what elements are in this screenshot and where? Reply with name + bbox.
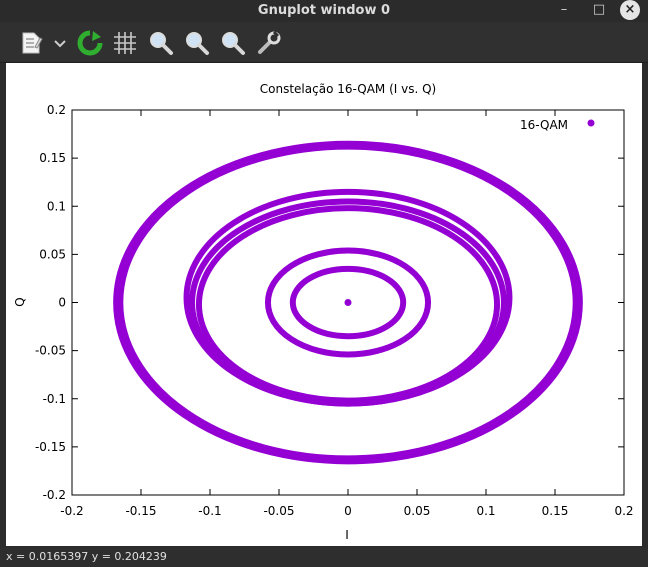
toolbar xyxy=(0,22,648,63)
autoscale-zoom-icon[interactable] xyxy=(220,30,246,56)
y-tick-label: -0.15 xyxy=(35,440,66,454)
constellation-ring xyxy=(117,143,579,462)
maximize-button[interactable]: □ xyxy=(592,2,606,17)
replot-icon[interactable] xyxy=(77,30,103,56)
y-tick-label: -0.05 xyxy=(35,344,66,358)
y-tick-label: -0.2 xyxy=(43,488,66,502)
grid-icon[interactable] xyxy=(112,30,138,56)
x-tick-label: -0.05 xyxy=(263,504,294,518)
close-button[interactable]: × xyxy=(620,0,640,20)
constellation-ring xyxy=(289,265,407,340)
chart-title: Constelação 16-QAM (I vs. Q) xyxy=(260,82,436,96)
x-tick-label: 0 xyxy=(344,504,352,518)
cursor-coordinates: x = 0.0165397 y = 0.204239 xyxy=(6,550,167,563)
constellation-ring xyxy=(264,247,432,358)
window-title: Gnuplot window 0 xyxy=(257,3,391,18)
status-bar: x = 0.0165397 y = 0.204239 xyxy=(0,548,648,567)
settings-wrench-icon[interactable] xyxy=(256,30,282,56)
y-axis-label: Q xyxy=(13,297,27,306)
y-tick-label: 0.05 xyxy=(39,247,66,261)
title-bar: Gnuplot window 0 – □ × xyxy=(0,0,648,22)
x-tick-label: -0.2 xyxy=(60,504,83,518)
plot-area[interactable]: Constelação 16-QAM (I vs. Q) -0.2 -0.15 -0… xyxy=(6,63,642,546)
minimize-button[interactable]: – xyxy=(560,2,568,17)
dropdown-chevron-icon[interactable] xyxy=(52,30,68,56)
x-axis-label: I xyxy=(345,528,349,542)
constellation-chart: Constelação 16-QAM (I vs. Q) -0.2 -0.15 -0… xyxy=(13,82,634,542)
y-tick-label: -0.1 xyxy=(43,392,66,406)
copy-icon[interactable] xyxy=(18,30,44,56)
legend-label: 16-QAM xyxy=(520,118,568,132)
legend: 16-QAM xyxy=(520,118,595,132)
y-tick-label: 0.15 xyxy=(39,151,66,165)
zoom-previous-icon[interactable] xyxy=(148,30,174,56)
x-tick-label: 0.1 xyxy=(476,504,495,518)
y-tick-label: 0.1 xyxy=(47,199,66,213)
constellation-ring xyxy=(195,205,501,404)
x-tick-label: -0.1 xyxy=(198,504,221,518)
x-tick-label: 0.15 xyxy=(542,504,569,518)
legend-marker xyxy=(587,119,595,127)
x-tick-label: 0.2 xyxy=(614,504,633,518)
x-tick-label: -0.15 xyxy=(125,504,156,518)
zoom-next-icon[interactable] xyxy=(184,30,210,56)
center-point xyxy=(344,299,352,306)
x-tick-label: 0.05 xyxy=(404,504,431,518)
y-tick-label: 0.2 xyxy=(47,103,66,117)
y-tick-label: 0 xyxy=(58,296,66,310)
